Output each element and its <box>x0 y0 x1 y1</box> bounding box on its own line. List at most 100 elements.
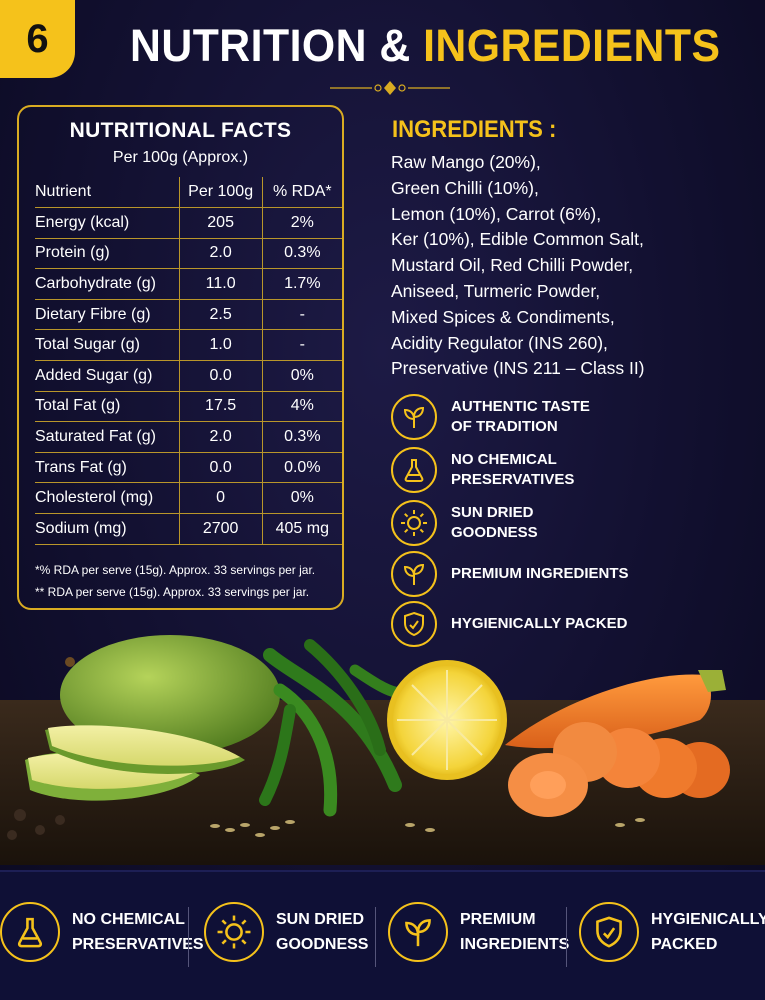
benefit-no-chemical: NO CHEMICAL PRESERVATIVES <box>0 902 204 962</box>
cell-value: 2700 <box>178 513 263 545</box>
feature-sun-dried: SUN DRIED GOODNESS <box>391 500 631 546</box>
ingredients-list: Raw Mango (20%), Green Chilli (10%), Lem… <box>391 150 761 382</box>
cell-nutrient: Sodium (mg) <box>35 513 180 545</box>
ingredients-title: INGREDIENTS : <box>392 116 557 143</box>
ingredient-line: Aniseed, Turmeric Powder, <box>391 280 601 301</box>
table-row: Added Sugar (g) 0.0 0% <box>35 360 342 392</box>
cell-value: 2.5 <box>178 298 263 331</box>
table-row: Sodium (mg) 2700 405 mg <box>35 513 342 545</box>
leaf-icon <box>391 394 437 440</box>
cell-rda: 2% <box>261 207 342 239</box>
ingredient-line: Preservative (INS 211 – Class II) <box>391 358 645 379</box>
feature-line1: SUN DRIED <box>451 504 534 521</box>
cell-value: 0.0 <box>178 451 263 484</box>
feature-line1: PREMIUM INGREDIENTS <box>451 565 629 582</box>
ornament-divider-icon <box>330 81 450 95</box>
page-title: NUTRITION & INGREDIENTS <box>130 20 720 72</box>
table-row: Trans Fat (g) 0.0 0.0% <box>35 451 342 484</box>
header-per-100g: Per 100g <box>178 177 263 209</box>
feature-no-chemical: NO CHEMICAL PRESERVATIVES <box>391 447 631 493</box>
cell-nutrient: Dietary Fibre (g) <box>35 298 180 331</box>
cell-value: 11.0 <box>178 268 263 300</box>
feature-premium: PREMIUM INGREDIENTS <box>391 551 651 597</box>
nutrition-header-row: Nutrient Per 100g % RDA* <box>35 177 342 209</box>
cell-nutrient: Cholesterol (mg) <box>35 482 180 515</box>
ingredient-line: Ker (10%), Edible Common Salt, <box>391 229 644 250</box>
cell-rda: - <box>261 329 342 362</box>
ingredient-line: Mixed Spices & Condiments, <box>391 306 615 327</box>
feature-line2: PRESERVATIVES <box>451 471 575 488</box>
table-row: Carbohydrate (g) 11.0 1.7% <box>35 268 342 300</box>
cell-rda: 1.7% <box>261 268 342 300</box>
cell-nutrient: Carbohydrate (g) <box>35 268 180 300</box>
header-rda: % RDA* <box>261 177 342 209</box>
cell-rda: 4% <box>261 390 342 423</box>
sun-icon <box>204 902 264 962</box>
band-divider <box>188 907 189 967</box>
cell-value: 0 <box>178 482 263 515</box>
benefit-line1: NO CHEMICAL <box>72 911 185 928</box>
benefit-line2: INGREDIENTS <box>460 936 570 953</box>
rda-note-1: *% RDA per serve (15g). Approx. 33 servi… <box>35 563 316 577</box>
benefit-line2: GOODNESS <box>276 936 369 953</box>
cell-nutrient: Total Sugar (g) <box>35 329 180 362</box>
shield-icon <box>579 902 639 962</box>
shield-icon <box>391 601 437 647</box>
cell-rda: 0% <box>261 482 342 515</box>
cell-value: 2.0 <box>178 237 263 270</box>
cell-rda: 0.0% <box>261 451 342 484</box>
title-part1: NUTRITION & <box>130 20 411 71</box>
benefit-sun-dried: SUN DRIED GOODNESS <box>204 902 368 962</box>
feature-line2: OF TRADITION <box>451 418 558 435</box>
feature-hygienic: HYGIENICALLY PACKED <box>391 601 651 647</box>
cell-rda: 0% <box>261 360 342 392</box>
benefit-line1: SUN DRIED <box>276 911 365 928</box>
ingredient-line: Green Chilli (10%), <box>391 177 539 198</box>
cell-rda: - <box>261 298 342 331</box>
cell-nutrient: Total Fat (g) <box>35 390 180 423</box>
cell-nutrient: Added Sugar (g) <box>35 360 180 392</box>
table-row: Dietary Fibre (g) 2.5- <box>35 298 342 331</box>
step-number: 6 <box>26 16 49 61</box>
ingredient-line: Acidity Regulator (INS 260), <box>391 332 608 353</box>
ingredient-line: Raw Mango (20%), <box>391 152 541 172</box>
nutrition-title: NUTRITIONAL FACTS <box>69 119 292 142</box>
nutrition-subtitle: Per 100g (Approx.) <box>112 149 249 166</box>
table-row: Total Fat (g) 17.5 4% <box>35 390 342 423</box>
cell-value: 1.0 <box>178 329 263 362</box>
table-row: Total Sugar (g) 1.0- <box>35 329 342 362</box>
cell-nutrient: Energy (kcal) <box>35 207 180 239</box>
ingredient-line: Mustard Oil, Red Chilli Powder, <box>391 255 634 276</box>
cell-rda: 405 mg <box>261 513 342 545</box>
header-nutrient: Nutrient <box>35 177 180 209</box>
table-row: Protein (g) 2.0 0.3% <box>35 237 342 270</box>
benefit-premium: PREMIUM INGREDIENTS <box>388 902 569 962</box>
cell-value: 17.5 <box>178 390 263 423</box>
table-row: Cholesterol (mg) 0 0% <box>35 482 342 515</box>
cell-nutrient: Saturated Fat (g) <box>35 421 180 453</box>
title-part2: INGREDIENTS <box>423 20 721 71</box>
produce-illustration <box>0 635 765 865</box>
table-row: Energy (kcal) 205 2% <box>35 207 342 239</box>
nutrition-facts-panel: NUTRITIONAL FACTS Per 100g (Approx.) Nut… <box>17 105 344 610</box>
cell-value: 2.0 <box>178 421 263 453</box>
cell-nutrient: Trans Fat (g) <box>35 451 180 484</box>
ingredient-line: Lemon (10%), Carrot (6%), <box>391 203 602 224</box>
cell-value: 205 <box>178 207 263 239</box>
band-divider <box>566 907 567 967</box>
feature-line2: GOODNESS <box>451 524 538 541</box>
benefit-line1: PREMIUM <box>460 911 536 928</box>
benefit-line2: PRESERVATIVES <box>72 936 204 953</box>
band-divider <box>375 907 376 967</box>
benefits-band: NO CHEMICAL PRESERVATIVES SUN DRIED GOODNE… <box>0 870 765 1000</box>
flask-icon <box>0 902 60 962</box>
benefit-line1: HYGIENICALLY <box>651 911 765 928</box>
cell-rda: 0.3% <box>261 421 342 453</box>
cell-nutrient: Protein (g) <box>35 237 180 270</box>
feature-line1: NO CHEMICAL <box>451 451 557 468</box>
rda-note-2: ** RDA per serve (15g). Approx. 33 servi… <box>35 585 310 599</box>
feature-authentic-taste: AUTHENTIC TASTE OF TRADITION <box>391 394 631 440</box>
nutrition-table: Nutrient Per 100g % RDA* Energy (kcal) 20… <box>35 177 342 545</box>
leaf-icon <box>388 902 448 962</box>
benefit-line2: PACKED <box>651 936 718 953</box>
